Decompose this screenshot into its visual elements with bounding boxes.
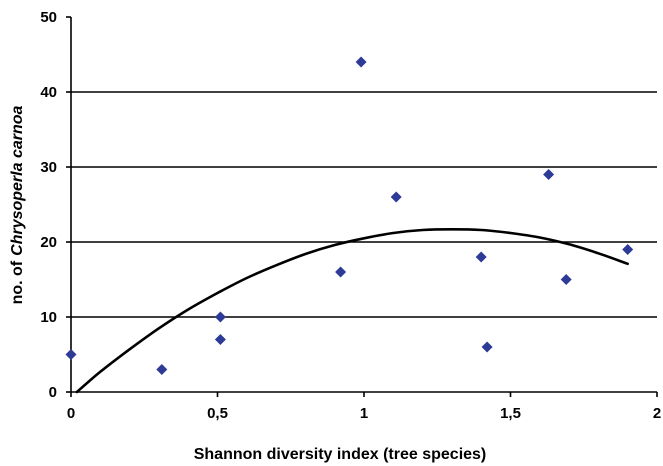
data-point: [622, 244, 634, 255]
trendline-layer: [75, 228, 629, 394]
data-points: [65, 56, 634, 375]
x-tick-label: 1: [360, 405, 368, 422]
x-tick-label: 0: [67, 405, 75, 422]
y-tick-label: 10: [40, 309, 57, 326]
trendline: [75, 228, 629, 394]
data-point: [560, 274, 572, 285]
y-tick-label: 40: [40, 84, 57, 101]
gridlines: [71, 91, 657, 318]
data-point: [214, 311, 226, 323]
data-point: [335, 266, 347, 278]
x-tick-label: 0,5: [207, 405, 228, 422]
x-tick-label: 1,5: [500, 405, 521, 422]
y-tick-label: 30: [40, 159, 57, 176]
data-point: [214, 334, 226, 345]
y-tick-label: 20: [40, 234, 57, 251]
data-point: [543, 169, 555, 180]
x-axis-title: Shannon diversity index (tree species): [194, 446, 487, 463]
data-point: [355, 56, 367, 68]
data-point: [390, 191, 402, 203]
data-point: [481, 341, 493, 353]
x-tick-label: 2: [653, 405, 661, 422]
y-axis-title-species: Chrysoperla carnoa: [9, 105, 26, 255]
y-axis-title: no. of Chrysoperla carnoa: [9, 105, 26, 304]
data-point: [475, 251, 487, 263]
data-point: [156, 364, 168, 375]
y-tick-label: 0: [49, 384, 57, 401]
x-axis-ticks: 0 0,5 1 1,5 2: [67, 392, 661, 422]
y-tick-label: 50: [40, 9, 57, 26]
data-point: [65, 349, 77, 360]
y-axis-ticks: 0 10 20 30 40 50: [40, 9, 71, 401]
y-axis-title-prefix: no. of: [9, 260, 26, 304]
